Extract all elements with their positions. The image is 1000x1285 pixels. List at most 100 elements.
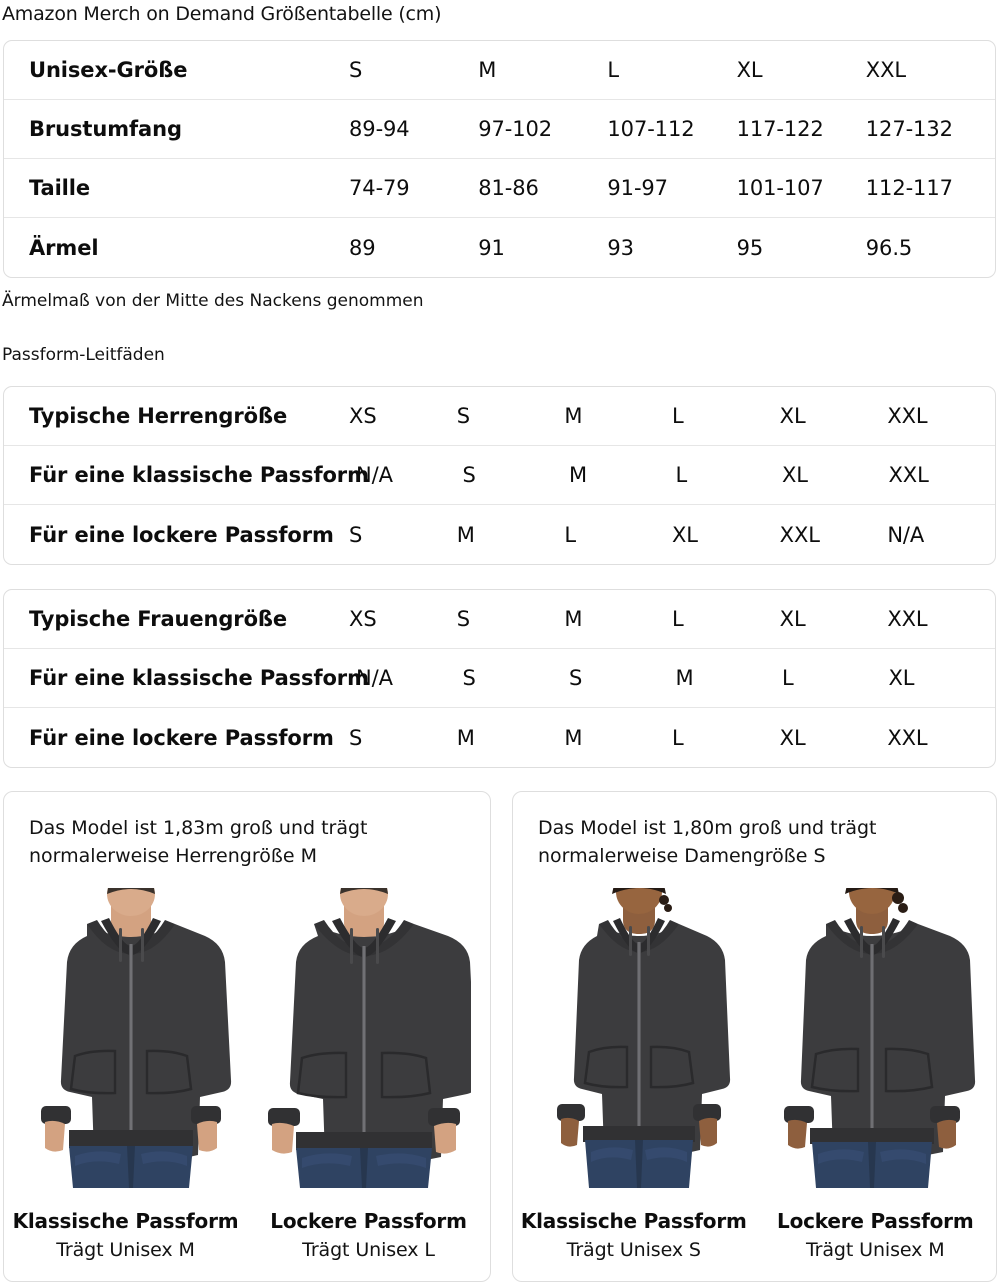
cell: XL (779, 725, 806, 750)
row-label: Für eine klassische Passform (29, 666, 369, 690)
table-header-row: Typische Herrengröße XS S M L XL XXL (4, 387, 995, 446)
caption-fit-name: Lockere Passform (270, 1209, 467, 1233)
unisex-size-table: Unisex-Größe S M L XL XXL Brustumfang 89… (3, 40, 996, 278)
table-row: Ärmel 89 91 93 95 96.5 (4, 218, 995, 277)
row-label: Brustumfang (29, 117, 182, 141)
cell: N/A (356, 463, 393, 487)
cell: S (349, 522, 363, 547)
male-model-captions: Klassische Passform Trägt Unisex M Locke… (4, 1207, 490, 1265)
table-header-row: Typische Frauengröße XS S M L XL XXL (4, 590, 995, 649)
cell: XXL (887, 725, 928, 750)
page-title: Amazon Merch on Demand Größentabelle (cm… (2, 3, 442, 25)
caption-fit-name: Klassische Passform (520, 1209, 747, 1233)
table-row: Taille 74-79 81-86 91-97 101-107 112-117 (4, 159, 995, 218)
caption-fit-wears: Trägt Unisex S (566, 1239, 701, 1261)
caption-fit-name: Klassische Passform (12, 1209, 239, 1233)
cell: M (675, 666, 694, 690)
male-model-heading: Das Model ist 1,83m groß und trägt norma… (29, 817, 368, 867)
caption-classic-fit: Klassische Passform Trägt Unisex M (4, 1207, 247, 1265)
column-header-xl: XL (736, 58, 763, 82)
cell: L (564, 522, 576, 547)
cell: L (782, 666, 794, 690)
table-row: Für eine lockere Passform S M M L XL XXL (4, 708, 995, 767)
cell: 91 (478, 235, 505, 260)
caption-fit-name: Lockere Passform (777, 1209, 974, 1233)
mens-fit-table: Typische Herrengröße XS S M L XL XXL Für… (3, 386, 996, 565)
cell: 89-94 (349, 117, 410, 141)
cell: 101-107 (736, 176, 824, 200)
cell: 93 (607, 235, 634, 260)
female-model-card: Das Model ist 1,80m groß und trägt norma… (512, 791, 997, 1282)
column-header-xxl: XXL (887, 607, 928, 631)
female-model-heading: Das Model ist 1,80m groß und trägt norma… (538, 817, 877, 867)
female-model-loose-fit-image (764, 888, 979, 1188)
cell: 117-122 (736, 117, 824, 141)
cell: 89 (349, 235, 376, 260)
row-label: Taille (29, 176, 91, 200)
caption-fit-wears: Trägt Unisex M (56, 1239, 195, 1261)
cell: L (672, 725, 684, 750)
male-model-card: Das Model ist 1,83m groß und trägt norma… (3, 791, 491, 1282)
cell: XL (782, 463, 808, 487)
column-header-m: M (564, 607, 583, 631)
row-label: Für eine klassische Passform (29, 463, 369, 487)
cell: 96.5 (865, 235, 913, 260)
column-header-m: M (478, 58, 497, 82)
column-header-label: Unisex-Größe (29, 58, 188, 82)
column-header-xs: XS (349, 404, 377, 428)
column-header-xl: XL (779, 607, 806, 631)
cell: XXL (888, 463, 929, 487)
caption-loose-fit: Lockere Passform Trägt Unisex L (247, 1207, 490, 1265)
womens-fit-table: Typische Frauengröße XS S M L XL XXL Für… (3, 589, 996, 768)
row-label: Für eine lockere Passform (29, 522, 334, 547)
cell: 97-102 (478, 117, 553, 141)
cell: M (564, 725, 583, 750)
row-label: Für eine lockere Passform (29, 725, 334, 750)
row-label: Ärmel (29, 235, 99, 260)
sleeve-measure-note: Ärmelmaß von der Mitte des Nackens genom… (2, 291, 424, 311)
caption-fit-wears: Trägt Unisex L (302, 1239, 435, 1261)
column-header-l: L (672, 404, 684, 428)
column-header-xxl: XXL (887, 404, 928, 428)
cell: 112-117 (865, 176, 953, 200)
cell: XL (888, 666, 915, 690)
column-header-label: Typische Herrengröße (29, 404, 288, 428)
cell: 81-86 (478, 176, 539, 200)
cell: 107-112 (607, 117, 695, 141)
caption-loose-fit: Lockere Passform Trägt Unisex M (755, 1207, 997, 1265)
column-header-label: Typische Frauengröße (29, 607, 288, 631)
cell: XXL (779, 522, 820, 547)
caption-classic-fit: Klassische Passform Trägt Unisex S (513, 1207, 755, 1265)
female-model-classic-fit-image (531, 888, 746, 1188)
cell: XL (672, 522, 698, 547)
cell: N/A (887, 522, 925, 547)
column-header-s: S (456, 404, 470, 428)
table-row: Für eine klassische Passform N/A S M L X… (4, 446, 995, 505)
column-header-xs: XS (349, 607, 377, 631)
table-header-row: Unisex-Größe S M L XL XXL (4, 41, 995, 100)
caption-fit-wears: Trägt Unisex M (805, 1239, 945, 1261)
table-row: Für eine lockere Passform S M L XL XXL N… (4, 505, 995, 564)
female-model-images (513, 888, 996, 1188)
cell: N/A (356, 666, 393, 690)
column-header-s: S (456, 607, 470, 631)
column-header-l: L (607, 58, 620, 82)
cell: M (456, 522, 475, 547)
cell: S (462, 463, 476, 487)
fit-guides-heading: Passform-Leitfäden (2, 345, 165, 365)
cell: 74-79 (349, 176, 410, 200)
cell: S (569, 666, 583, 690)
table-row: Für eine klassische Passform N/A S S M L… (4, 649, 995, 708)
column-header-m: M (564, 404, 583, 428)
table-row: Brustumfang 89-94 97-102 107-112 117-122… (4, 100, 995, 159)
cell: M (456, 725, 475, 750)
female-model-captions: Klassische Passform Trägt Unisex S Locke… (513, 1207, 996, 1265)
male-model-images (4, 888, 490, 1188)
male-model-loose-fit-image (256, 888, 471, 1188)
male-model-classic-fit-image (23, 888, 238, 1188)
cell: 127-132 (865, 117, 953, 141)
column-header-l: L (672, 607, 684, 631)
cell: 91-97 (607, 176, 668, 200)
cell: L (675, 463, 688, 487)
